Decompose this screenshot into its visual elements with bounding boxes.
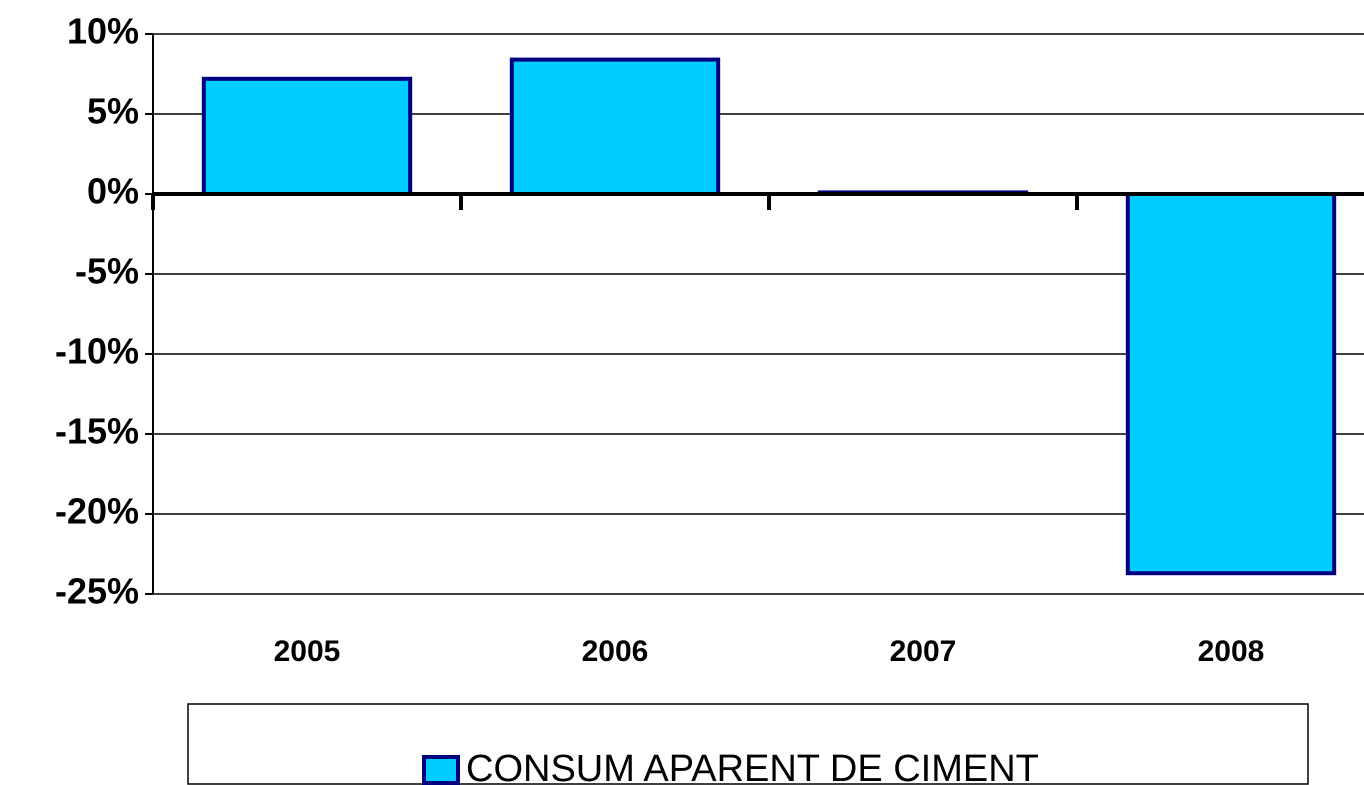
y-tick-label: 0%: [87, 171, 139, 212]
bar: [509, 57, 721, 196]
legend-swatch: [422, 755, 460, 785]
y-tick-label: -15%: [55, 411, 139, 452]
bar: [1125, 192, 1337, 576]
y-tick-label: -25%: [55, 571, 139, 612]
y-tick-label: -20%: [55, 491, 139, 532]
y-tick-label: 10%: [67, 11, 139, 52]
y-tick-label: -5%: [75, 251, 139, 292]
y-tick-label: -10%: [55, 331, 139, 372]
legend-box: [187, 703, 1309, 785]
legend-label: CONSUM APARENT DE CIMENT: [466, 748, 1039, 785]
bar: [201, 76, 413, 196]
x-tick-label: 2008: [1198, 635, 1265, 668]
y-tick-label: 5%: [87, 91, 139, 132]
x-tick-label: 2006: [582, 635, 649, 668]
x-tick-label: 2005: [274, 635, 341, 668]
x-tick-label: 2007: [890, 635, 957, 668]
